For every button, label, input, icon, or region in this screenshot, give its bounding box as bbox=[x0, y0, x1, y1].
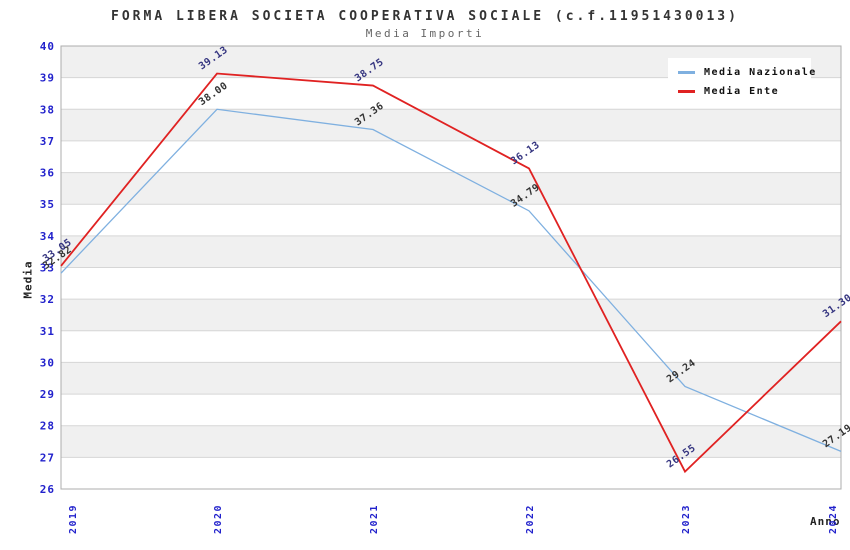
y-tick-label: 29 bbox=[40, 388, 55, 401]
plot-band bbox=[61, 172, 841, 205]
ente-line-swatch-icon bbox=[678, 90, 695, 93]
plot-band bbox=[61, 140, 841, 173]
y-tick-label: 32 bbox=[40, 293, 55, 306]
plot-band bbox=[61, 109, 841, 141]
page-subtitle: Media Importi bbox=[365, 27, 485, 40]
y-tick-label: 30 bbox=[40, 356, 55, 369]
series-line-media-nazionale bbox=[60, 108, 842, 452]
plot-band bbox=[61, 457, 841, 489]
nazionale-line-swatch-icon bbox=[678, 71, 695, 74]
x-tick-label: 2021 bbox=[369, 504, 380, 534]
y-tick-label: 28 bbox=[40, 420, 55, 433]
legend-label-media-nazionale: Media Nazionale bbox=[704, 67, 817, 78]
y-tick-label: 39 bbox=[40, 72, 55, 85]
plot-band bbox=[61, 235, 841, 268]
plot-band bbox=[61, 394, 841, 426]
plot-band bbox=[61, 299, 841, 331]
y-tick-label: 31 bbox=[40, 325, 55, 338]
y-tick-label: 35 bbox=[40, 198, 55, 211]
x-tick-label: 2020 bbox=[213, 504, 224, 534]
legend-item-media-nazionale: Media Nazionale bbox=[678, 63, 815, 82]
plot-band bbox=[61, 330, 841, 363]
y-tick-label: 40 bbox=[40, 40, 55, 53]
y-tick-label: 36 bbox=[40, 167, 55, 180]
page-title: FORMA LIBERA SOCIETA COOPERATIVA SOCIALE… bbox=[111, 9, 739, 24]
x-tick-label: 2023 bbox=[681, 504, 692, 534]
plot-band bbox=[61, 425, 841, 458]
plot-band bbox=[61, 267, 841, 300]
plot-band bbox=[61, 362, 841, 395]
y-tick-label: 38 bbox=[40, 103, 55, 116]
plot-frame bbox=[60, 45, 842, 490]
y-tick-label: 37 bbox=[40, 135, 55, 148]
legend: Media Nazionale Media Ente bbox=[668, 58, 815, 105]
x-tick-label: 2019 bbox=[68, 504, 79, 534]
legend-label-media-ente: Media Ente bbox=[704, 86, 780, 97]
y-tick-label: 34 bbox=[40, 230, 55, 243]
plot-band bbox=[61, 204, 841, 236]
x-tick-label: 2022 bbox=[525, 504, 536, 534]
series-line-media-ente bbox=[60, 72, 842, 474]
x-tick-label: 2024 bbox=[828, 504, 839, 534]
x-axis-title: Anno bbox=[810, 515, 841, 528]
y-tick-label: 27 bbox=[40, 451, 55, 464]
y-tick-label: 26 bbox=[40, 483, 55, 496]
y-tick-label: 33 bbox=[40, 262, 55, 275]
legend-item-media-ente: Media Ente bbox=[678, 82, 811, 101]
